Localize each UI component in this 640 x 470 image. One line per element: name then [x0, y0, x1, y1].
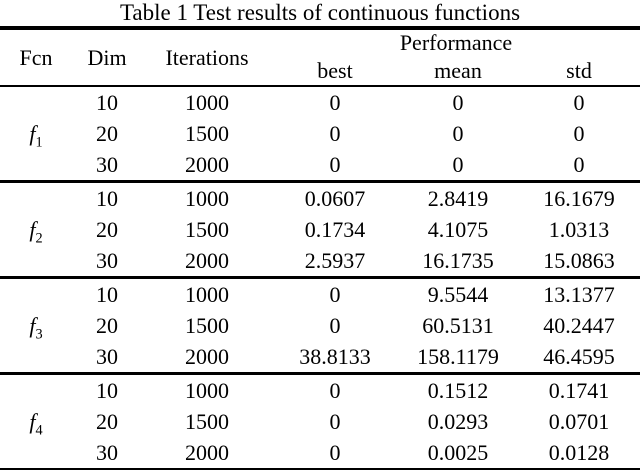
iterations-cell: 2000: [185, 152, 229, 178]
iterations-cell: 1500: [185, 121, 229, 147]
mean-cell: 0.0293: [427, 409, 489, 435]
best-cell: 0: [329, 282, 341, 308]
table-row: f4 10 1000 0 0.1512 0.1741: [0, 374, 640, 437]
iterations-cell: 1000: [185, 378, 229, 404]
mean-cell: 16.1735: [422, 248, 494, 274]
std-cell: 1.0313: [548, 217, 610, 243]
dim-cell: 20: [96, 313, 118, 339]
iterations-cell: 2000: [185, 440, 229, 466]
best-cell: 0: [329, 440, 341, 466]
dim-cell: 10: [96, 378, 118, 404]
dim-cell: 30: [96, 440, 118, 466]
mean-cell: 0: [452, 121, 464, 147]
dim-cell: 10: [96, 90, 118, 116]
col-header-std: std: [566, 57, 592, 83]
dim-cell: 20: [96, 409, 118, 435]
best-cell: 38.8133: [299, 344, 371, 370]
dim-cell: 30: [96, 248, 118, 274]
mean-cell: 9.5544: [427, 282, 489, 308]
table-row: 30 2000 0 0 0: [0, 149, 640, 182]
col-header-fcn: Fcn: [19, 45, 53, 70]
header-row-sub: best mean std: [0, 55, 640, 86]
mean-cell: 60.5131: [422, 313, 494, 339]
best-cell: 0: [329, 121, 341, 147]
dim-cell: 30: [96, 344, 118, 370]
function-label: f4: [29, 409, 43, 439]
dim-cell: 10: [96, 282, 118, 308]
mean-cell: 158.1179: [417, 344, 499, 370]
mean-cell: 0: [452, 90, 464, 116]
dim-cell: 10: [96, 186, 118, 212]
best-cell: 0: [329, 152, 341, 178]
iterations-cell: 1500: [185, 217, 229, 243]
iterations-cell: 1000: [185, 186, 229, 212]
header-row-main: Fcn Dim Iterations Performance: [0, 28, 640, 70]
iterations-cell: 2000: [185, 344, 229, 370]
col-header-iterations: Iterations: [165, 45, 249, 70]
table-row: 30 2000 38.8133 158.1179 46.4595: [0, 341, 640, 374]
best-cell: 0.1734: [304, 217, 366, 243]
std-cell: 15.0863: [543, 248, 615, 274]
best-cell: 0.0607: [304, 186, 366, 212]
col-header-performance: Performance: [399, 30, 513, 55]
std-cell: 0.0128: [548, 440, 610, 466]
best-cell: 0: [329, 313, 341, 339]
std-cell: 0.0701: [548, 409, 610, 435]
std-cell: 40.2447: [543, 313, 615, 339]
table-row: 30 2000 2.5937 16.1735 15.0863: [0, 245, 640, 278]
table-row: f3 10 1000 0 9.5544 13.1377: [0, 278, 640, 341]
best-cell: 0: [329, 409, 341, 435]
mean-cell: 0.0025: [427, 440, 489, 466]
table-row: f2 10 1000 0.0607 2.8419 16.1679: [0, 182, 640, 245]
std-cell: 46.4595: [543, 344, 615, 370]
function-group-f2: f2 10 1000 0.0607 2.8419 16.1679 20 1500 0.1734 4…: [0, 182, 640, 278]
iterations-cell: 1000: [185, 282, 229, 308]
table-row: 20 1500 0 60.5131 40.2447: [0, 310, 640, 341]
dim-cell: 20: [96, 217, 118, 243]
mean-cell: 4.1075: [427, 217, 489, 243]
function-group-f1: f1 10 1000 0 0 0 20 1500 0 0 0 30 2000 0 0 0: [0, 86, 640, 182]
best-cell: 0: [329, 378, 341, 404]
mean-cell: 2.8419: [427, 186, 489, 212]
std-cell: 16.1679: [543, 186, 615, 212]
iterations-cell: 1500: [185, 313, 229, 339]
table-row: 20 1500 0.1734 4.1075 1.0313: [0, 214, 640, 245]
std-cell: 0.1741: [548, 378, 610, 404]
table-row: 20 1500 0 0.0293 0.0701: [0, 406, 640, 437]
function-group-f4: f4 10 1000 0 0.1512 0.1741 20 1500 0 0.0293 0.0701…: [0, 374, 640, 470]
col-header-dim: Dim: [87, 45, 127, 70]
iterations-cell: 1500: [185, 409, 229, 435]
mean-cell: 0: [452, 152, 464, 178]
std-cell: 13.1377: [543, 282, 615, 308]
table-row: 30 2000 0 0.0025 0.0128: [0, 437, 640, 470]
table-header: Fcn Dim Iterations Performance best mean…: [0, 28, 640, 87]
col-header-mean: mean: [434, 57, 482, 83]
function-group-f3: f3 10 1000 0 9.5544 13.1377 20 1500 0 60.5131 40.2…: [0, 278, 640, 374]
function-label: f3: [29, 313, 43, 343]
table-caption: Table 1 Test results of continuous funct…: [119, 0, 521, 25]
std-cell: 0: [573, 152, 585, 178]
function-label: f1: [29, 121, 43, 151]
best-cell: 2.5937: [304, 248, 366, 274]
best-cell: 0: [329, 90, 341, 116]
dim-cell: 20: [96, 121, 118, 147]
table-row: 20 1500 0 0 0: [0, 118, 640, 149]
col-header-best: best: [317, 57, 353, 83]
std-cell: 0: [573, 121, 585, 147]
mean-cell: 0.1512: [427, 378, 489, 404]
std-cell: 0: [573, 90, 585, 116]
iterations-cell: 1000: [185, 90, 229, 116]
table-row: f1 10 1000 0 0 0: [0, 86, 640, 150]
function-label: f2: [29, 217, 43, 247]
iterations-cell: 2000: [185, 248, 229, 274]
results-table: Fcn Dim Iterations Performance best mean…: [0, 26, 640, 470]
dim-cell: 30: [96, 152, 118, 178]
